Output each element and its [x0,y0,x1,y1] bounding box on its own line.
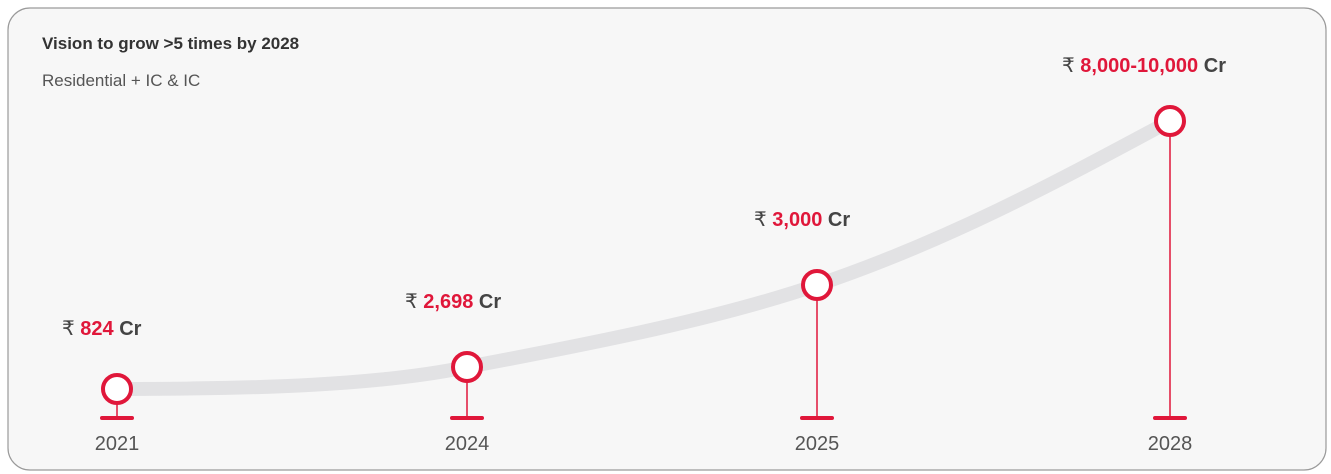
unit: Cr [479,291,501,313]
year-label: 2028 [1148,433,1193,455]
currency: ₹ [754,209,767,231]
milestone-node [1154,105,1186,137]
amount: 824 [80,318,114,340]
amount: 8,000-10,000 [1080,55,1198,77]
title: Vision to grow >5 times by 2028 [42,34,299,53]
growth-curve [110,114,1177,396]
amount: 3,000 [772,209,822,231]
value-label: ₹ 2,698 Cr [405,291,501,313]
milestone-node [101,373,133,405]
unit: Cr [1204,55,1226,77]
unit: Cr [119,318,141,340]
amount: 2,698 [423,291,473,313]
year-label: 2024 [445,433,490,455]
milestones: 2021 ₹ 824 Cr 2024 ₹ 2,698 Cr 2025 ₹ 3,000 Cr… [62,55,1226,455]
value-label: ₹ 824 Cr [62,318,142,340]
subtitle: Residential + IC & IC [42,71,200,90]
currency: ₹ [62,318,75,340]
year-label: 2021 [95,433,140,455]
year-label: 2025 [795,433,840,455]
currency: ₹ [1062,55,1075,77]
value-label: ₹ 3,000 Cr [754,209,850,231]
milestone-node [801,269,833,301]
panel [7,7,1327,471]
currency: ₹ [405,291,418,313]
value-label: ₹ 8,000-10,000 Cr [1062,55,1226,77]
unit: Cr [828,209,850,231]
milestone-node [451,351,483,383]
